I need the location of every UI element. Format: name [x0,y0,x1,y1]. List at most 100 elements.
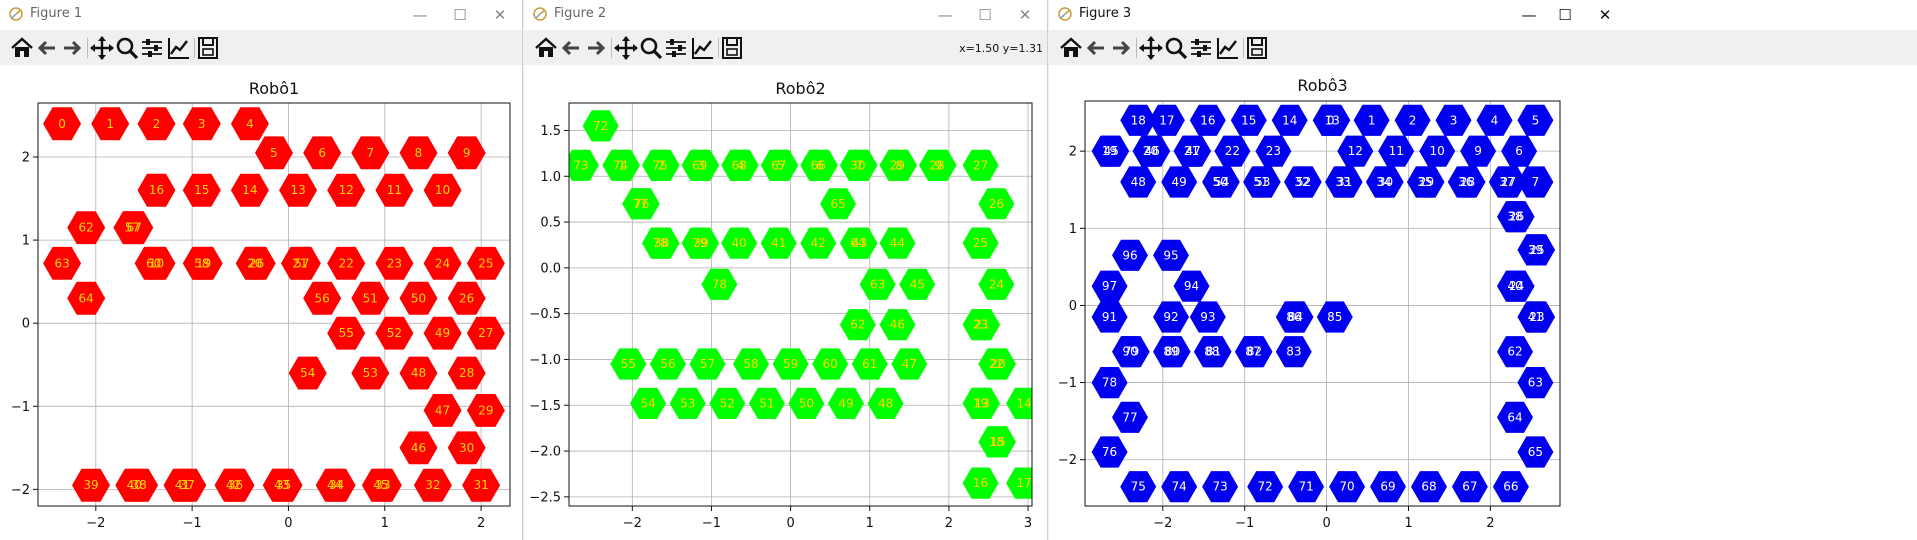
y-tick-label: −1.0 [529,353,561,368]
hexagon-label: 26 [249,256,264,270]
save-button[interactable] [1243,34,1271,62]
window-titlebar[interactable]: Figure 3 — ☐ ✕ [1049,0,1917,30]
figure-window-2[interactable]: Figure 2 — ☐ ✕ x=1.50 y=1.31 Robô2 −2 −1 0 1… [524,0,1048,540]
hexagon-marker [466,394,505,427]
home-button[interactable] [532,34,560,62]
hexagon-marker [67,281,106,315]
zoom-button[interactable] [113,34,141,62]
hexagon-label: 48 [411,366,426,380]
close-button[interactable]: ✕ [1598,6,1612,24]
hexagon-label: 10 [149,256,164,270]
pan-button[interactable] [1137,34,1165,62]
window-titlebar[interactable]: Figure 2 — ☐ ✕ [524,0,1047,30]
hexagon-label: 34 [1376,175,1391,189]
hexagon-marker [447,431,486,465]
hexagon-label: 43 [852,236,867,250]
zoom-icon [640,37,663,60]
hexagon-marker [1517,367,1554,399]
configure-subplots-button[interactable] [662,34,690,62]
chart-fig2[interactable]: Robô2−2 −1 0 1 2 31.51.00.50.0−0.5−1.0−1.5−2.… [524,65,1048,540]
configure-subplots-button[interactable] [138,34,166,62]
hexagon-label: 18 [989,435,1004,449]
hexagon-label: 73 [573,158,588,172]
close-button[interactable]: ✕ [1018,6,1032,24]
figure-canvas[interactable]: Robô1 −2 −1 0 1 2 −2 −1 0 1 2 0 1 2 3 4 5 6 7 8 9 10 11 12 13 14 1… [0,65,522,540]
edit-axes-button[interactable] [689,34,717,62]
back-button[interactable] [557,34,585,62]
save-button[interactable] [194,34,222,62]
forward-icon [588,40,606,56]
hexagon-marker [423,173,462,207]
save-icon [1247,37,1267,59]
hexagon-marker [1091,367,1128,399]
edit-axes-button[interactable] [165,34,193,62]
hexagon-marker [839,309,876,341]
hexagon-label: 34 [329,478,344,492]
hexagon-marker [683,149,720,181]
zoom-button[interactable] [637,34,665,62]
hexagon-label: 41 [771,236,786,250]
figure-canvas[interactable]: Robô2 −2 −1 0 1 2 3 1.5 1.0 0.5 0.0 −0.5 −1.0 −1.5 −2.… [524,65,1047,540]
hexagon-marker [643,149,680,181]
hexagon-marker [610,348,647,380]
edit-axes-button[interactable] [1214,34,1242,62]
hexagon-label: 76 [1102,445,1117,459]
minimize-button[interactable]: — [412,6,428,24]
hexagon-marker [1189,104,1226,136]
figure-canvas[interactable]: Robô3 −2 −1 0 1 2 2 1 0 −1 −2 18 17 16 15 14 0 13 1 2 3 4 5 19 4… [1049,65,1917,540]
minimize-button[interactable]: — [937,6,953,24]
forward-button[interactable] [1107,34,1135,62]
maximize-button[interactable]: ☐ [1558,6,1572,24]
close-button[interactable]: ✕ [493,6,507,24]
hexagon-label: 63 [1528,376,1543,390]
y-tick-label: −1 [1058,376,1077,391]
configure-subplots-button[interactable] [1187,34,1215,62]
hexagon-label: 5 [776,158,784,172]
hexagon-marker [113,211,152,245]
window-titlebar[interactable]: Figure 1 — ☐ ✕ [0,0,522,30]
hexagon-label: 39 [83,478,98,492]
home-button[interactable] [1057,34,1085,62]
zoom-button[interactable] [1162,34,1190,62]
hexagon-label: 75 [1131,480,1146,494]
maximize-button[interactable]: ☐ [978,6,992,24]
hexagon-label: 36 [1458,175,1473,189]
hexagon-label: 64 [850,236,865,250]
x-tick-label: −2 [623,516,642,531]
figure-window-1[interactable]: Figure 1 — ☐ ✕ Robô1 −2 −1 0 1 2 −2 −1 0 1 2 0 1 2 3 4 5… [0,0,523,540]
minimize-button[interactable]: — [1521,6,1537,24]
back-button[interactable] [1082,34,1110,62]
hexagon-marker [72,468,110,502]
save-button[interactable] [718,34,746,62]
hexagon-label: 40 [127,478,142,492]
forward-button[interactable] [58,34,86,62]
home-button[interactable] [8,34,36,62]
hexagon-marker [1517,436,1554,468]
hexagon-label: 16 [149,183,164,197]
maximize-button[interactable]: ☐ [453,6,467,24]
pan-button[interactable] [88,34,116,62]
hexagon-marker [282,246,321,280]
hexagon-marker [1367,166,1404,198]
hexagon-marker [1148,104,1185,136]
hexagon-label: 14 [1282,113,1297,127]
toolbar-separator [611,38,612,58]
hexagon-label: 20 [990,357,1005,371]
back-button[interactable] [33,34,61,62]
hexagon-label: 93 [1200,310,1215,324]
edit-axes-icon [692,38,713,59]
hexagon-label: 47 [1185,144,1200,158]
hexagon-label: 52 [1296,175,1311,189]
hexagon-marker [184,246,223,280]
hexagon-marker [879,227,916,259]
hexagon-marker [315,468,354,502]
hexagon-marker [1337,135,1374,167]
hexagon-label: 2 [658,158,666,172]
pan-button[interactable] [612,34,640,62]
figure-window-3[interactable]: Figure 3 — ☐ ✕ Robô3 −2 −1 0 1 2 2 1 0 −1 −2 18 17 16… [1049,0,1917,540]
forward-button[interactable] [582,34,610,62]
y-tick-label: 0 [22,317,30,332]
hexagon-marker [462,468,501,502]
